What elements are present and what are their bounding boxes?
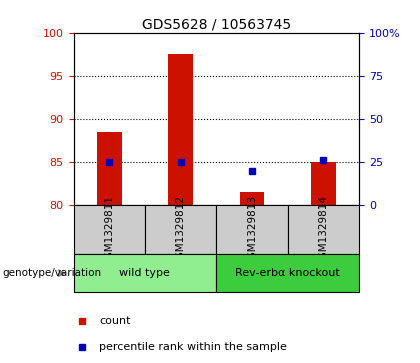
- Title: GDS5628 / 10563745: GDS5628 / 10563745: [142, 17, 291, 32]
- Bar: [97, 132, 122, 205]
- Text: GSM1329814: GSM1329814: [318, 195, 328, 265]
- Text: Rev-erbα knockout: Rev-erbα knockout: [235, 268, 340, 278]
- Bar: [145, 205, 216, 254]
- Bar: [216, 254, 359, 292]
- Bar: [74, 254, 216, 292]
- Bar: [288, 205, 359, 254]
- Text: count: count: [99, 316, 131, 326]
- Text: GSM1329811: GSM1329811: [104, 195, 114, 265]
- Bar: [168, 54, 193, 205]
- Text: wild type: wild type: [119, 268, 171, 278]
- Bar: [216, 205, 288, 254]
- Text: GSM1329813: GSM1329813: [247, 195, 257, 265]
- Bar: [311, 162, 336, 205]
- Bar: [239, 192, 265, 205]
- Text: genotype/variation: genotype/variation: [2, 268, 101, 278]
- Text: GSM1329812: GSM1329812: [176, 195, 186, 265]
- Text: percentile rank within the sample: percentile rank within the sample: [99, 342, 287, 352]
- Bar: [74, 205, 145, 254]
